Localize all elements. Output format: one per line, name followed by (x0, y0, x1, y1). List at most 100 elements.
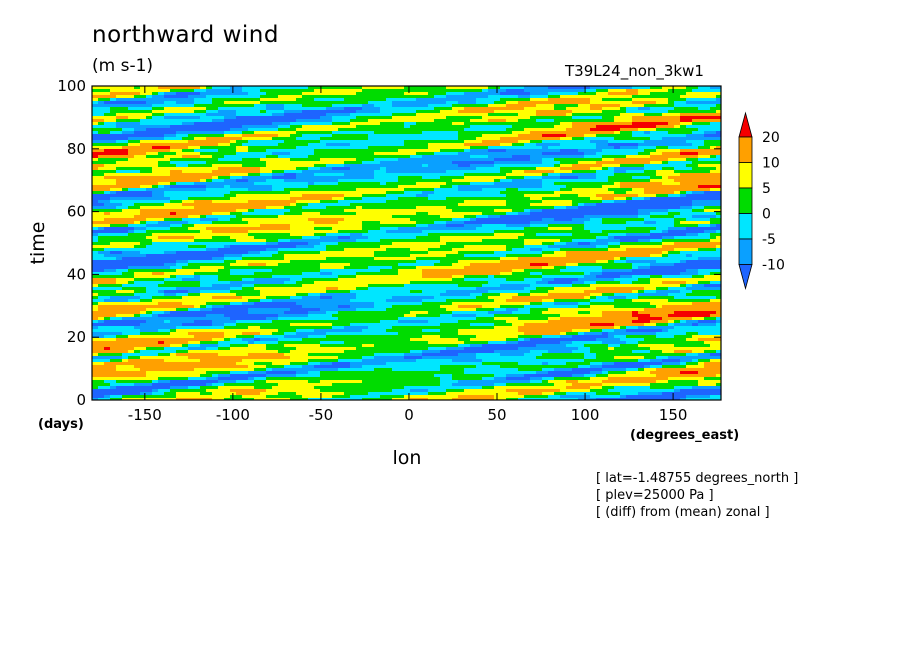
heatmap-cell (302, 152, 309, 156)
heatmap-cell (518, 134, 525, 138)
heatmap-cell (152, 203, 159, 207)
heatmap-cell (254, 107, 261, 111)
heatmap-cell (356, 95, 363, 99)
heatmap-cell (518, 218, 525, 222)
heatmap-cell (398, 113, 405, 117)
heatmap-cell (440, 98, 447, 102)
heatmap-cell (644, 137, 651, 141)
heatmap-cell (428, 164, 435, 168)
heatmap-cell (146, 131, 153, 135)
heatmap-cell (260, 167, 267, 171)
heatmap-cell (152, 209, 159, 213)
heatmap-cell (92, 191, 99, 195)
heatmap-cell (638, 149, 645, 153)
heatmap-cell (218, 89, 225, 93)
heatmap-cell (356, 206, 363, 210)
heatmap-cell (554, 194, 561, 198)
heatmap-cell (308, 101, 315, 105)
heatmap-cell (326, 188, 333, 192)
heatmap-cell (380, 131, 387, 135)
heatmap-cell (620, 200, 627, 204)
heatmap-cell (350, 188, 357, 192)
heatmap-cell (254, 188, 261, 192)
heatmap-cell (410, 104, 417, 108)
heatmap-cell (482, 194, 489, 198)
heatmap-cell (566, 179, 573, 183)
heatmap-cell (518, 209, 525, 213)
heatmap-cell (524, 182, 531, 186)
heatmap-cell (158, 86, 165, 90)
heatmap-cell (464, 203, 471, 207)
heatmap-cell (296, 206, 303, 210)
heatmap-cell (182, 143, 189, 147)
heatmap-cell (314, 107, 321, 111)
heatmap-cell (512, 137, 519, 141)
heatmap-cell (218, 95, 225, 99)
heatmap-cell (230, 227, 237, 231)
heatmap-cell (182, 206, 189, 210)
heatmap-cell (638, 134, 645, 138)
heatmap-cell (272, 128, 279, 132)
heatmap-cell (536, 206, 543, 210)
heatmap-cell (620, 86, 627, 90)
heatmap-cell (194, 161, 201, 165)
heatmap-cell (344, 182, 351, 186)
heatmap-cell (104, 140, 111, 144)
heatmap-cell (650, 89, 657, 93)
heatmap-cell (644, 86, 651, 90)
heatmap-cell (374, 149, 381, 153)
heatmap-cell (536, 152, 543, 156)
heatmap-cell (554, 140, 561, 144)
heatmap-cell (572, 212, 579, 216)
heatmap-cell (164, 203, 171, 207)
heatmap-cell (290, 128, 297, 132)
heatmap-cell (254, 143, 261, 147)
heatmap-cell (518, 137, 525, 141)
heatmap-cell (668, 218, 675, 222)
heatmap-cell (308, 143, 315, 147)
heatmap-cell (332, 95, 339, 99)
heatmap-cell (566, 155, 573, 159)
heatmap-cell (440, 158, 447, 162)
heatmap-cell (668, 89, 675, 93)
heatmap-cell (356, 92, 363, 96)
heatmap-cell (482, 170, 489, 174)
heatmap-cell (134, 167, 141, 171)
heatmap-cell (590, 137, 597, 141)
heatmap-cell (314, 221, 321, 225)
heatmap-cell (200, 95, 207, 99)
heatmap-cell (572, 104, 579, 108)
heatmap-cell (200, 188, 207, 192)
heatmap-cell (596, 182, 603, 186)
heatmap-cell (692, 134, 699, 138)
heatmap-cell (662, 221, 669, 225)
heatmap-cell (194, 170, 201, 174)
heatmap-cell (116, 86, 123, 90)
heatmap-cell (242, 209, 249, 213)
heatmap-cell (668, 203, 675, 207)
heatmap-cell (428, 113, 435, 117)
heatmap-cell (152, 110, 159, 114)
heatmap-cell (692, 137, 699, 141)
heatmap-cell (158, 179, 165, 183)
heatmap-cell (440, 146, 447, 150)
heatmap-cell (290, 203, 297, 207)
heatmap-cell (506, 128, 513, 132)
heatmap-cell (326, 227, 333, 231)
heatmap-cell (356, 179, 363, 183)
heatmap-cell (584, 137, 591, 141)
heatmap-cell (602, 95, 609, 99)
heatmap-cell (410, 128, 417, 132)
heatmap-cell (302, 107, 309, 111)
heatmap-cell (110, 119, 117, 123)
heatmap-cell (686, 155, 693, 159)
heatmap-cell (458, 104, 465, 108)
heatmap-cell (476, 161, 483, 165)
heatmap-cell (266, 125, 273, 129)
heatmap-cell (188, 209, 195, 213)
heatmap-cell (200, 92, 207, 96)
heatmap-cell (446, 89, 453, 93)
heatmap-cell (188, 170, 195, 174)
heatmap-cell (698, 143, 705, 147)
heatmap-cell (686, 185, 693, 189)
